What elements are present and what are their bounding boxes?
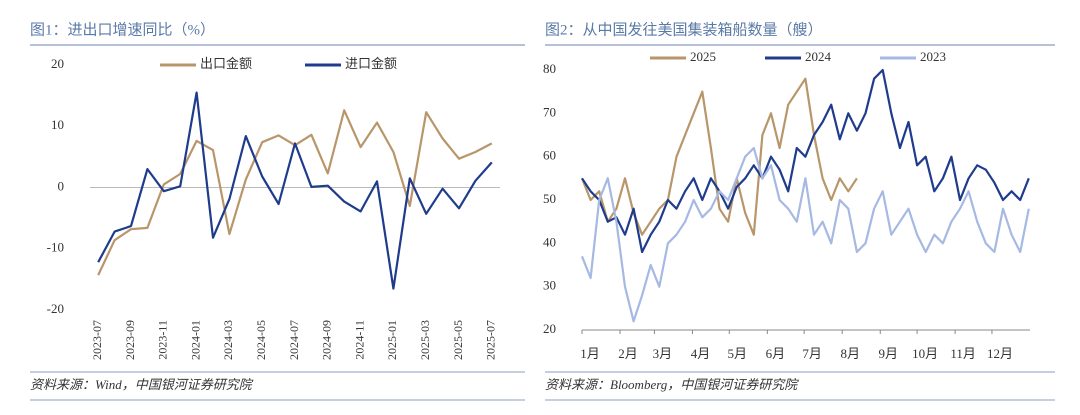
y-tick-label: 40	[543, 234, 556, 249]
x-tick-label: 2月	[618, 346, 638, 361]
chart-title: 图1：进出口增速同比（%）	[30, 21, 215, 38]
x-tick-label: 2024-07	[287, 320, 301, 360]
series-line	[581, 68, 1030, 254]
legend-label: 2023	[920, 49, 946, 64]
x-tick-label: 2024-01	[188, 320, 202, 360]
y-tick-label: 50	[543, 191, 556, 206]
x-tick-label: 12月	[987, 346, 1013, 361]
x-tick-label: 2024-05	[254, 320, 268, 360]
x-tick-label: 8月	[840, 346, 860, 361]
y-tick-label: 20	[543, 321, 556, 336]
x-tick-label: 2024-09	[320, 320, 334, 360]
y-tick-label: -10	[47, 240, 64, 255]
x-tick-label: 2025-05	[451, 320, 465, 360]
source-note: 资料来源：Wind，中国银河证券研究院	[30, 377, 254, 392]
x-tick-label: 2023-09	[123, 320, 137, 360]
y-tick-label: 30	[543, 278, 556, 293]
x-tick-label: 7月	[802, 346, 822, 361]
legend-label: 2024	[805, 49, 832, 64]
y-tick-label: 80	[543, 61, 556, 76]
x-tick-label: 2024-03	[221, 320, 235, 360]
series-line	[580, 77, 858, 236]
x-tick-label: 10月	[912, 346, 938, 361]
x-tick-label: 2024-11	[352, 320, 366, 360]
chart-title: 图2：从中国发往美国集装箱船数量（艘）	[545, 21, 823, 38]
x-tick-label: 2023-07	[90, 320, 104, 360]
legend-label: 进口金额	[345, 56, 397, 71]
x-tick-label: 6月	[766, 346, 786, 361]
x-tick-label: 2025-01	[385, 320, 399, 360]
y-tick-label: 0	[58, 178, 65, 193]
x-tick-label: 2023-11	[156, 320, 170, 360]
y-tick-label: 10	[51, 117, 64, 132]
source-note: 资料来源：Bloomberg，中国银河证券研究院	[545, 377, 799, 392]
x-tick-label: 4月	[691, 346, 711, 361]
x-tick-label: 2025-07	[484, 320, 498, 360]
x-tick-label: 9月	[878, 346, 898, 361]
legend-label: 2025	[690, 49, 716, 64]
y-tick-label: 60	[543, 148, 556, 163]
x-tick-label: 2025-03	[418, 320, 432, 360]
x-tick-label: 1月	[580, 346, 600, 361]
y-tick-label: 70	[543, 104, 556, 119]
series-line	[580, 146, 1030, 323]
legend-label: 出口金额	[200, 56, 252, 71]
y-tick-label: -20	[47, 301, 64, 316]
x-tick-label: 3月	[653, 346, 673, 361]
x-tick-label: 11月	[950, 346, 976, 361]
x-tick-label: 5月	[728, 346, 748, 361]
y-tick-label: 20	[51, 56, 64, 71]
series-line	[97, 91, 493, 290]
series-line	[97, 109, 493, 276]
